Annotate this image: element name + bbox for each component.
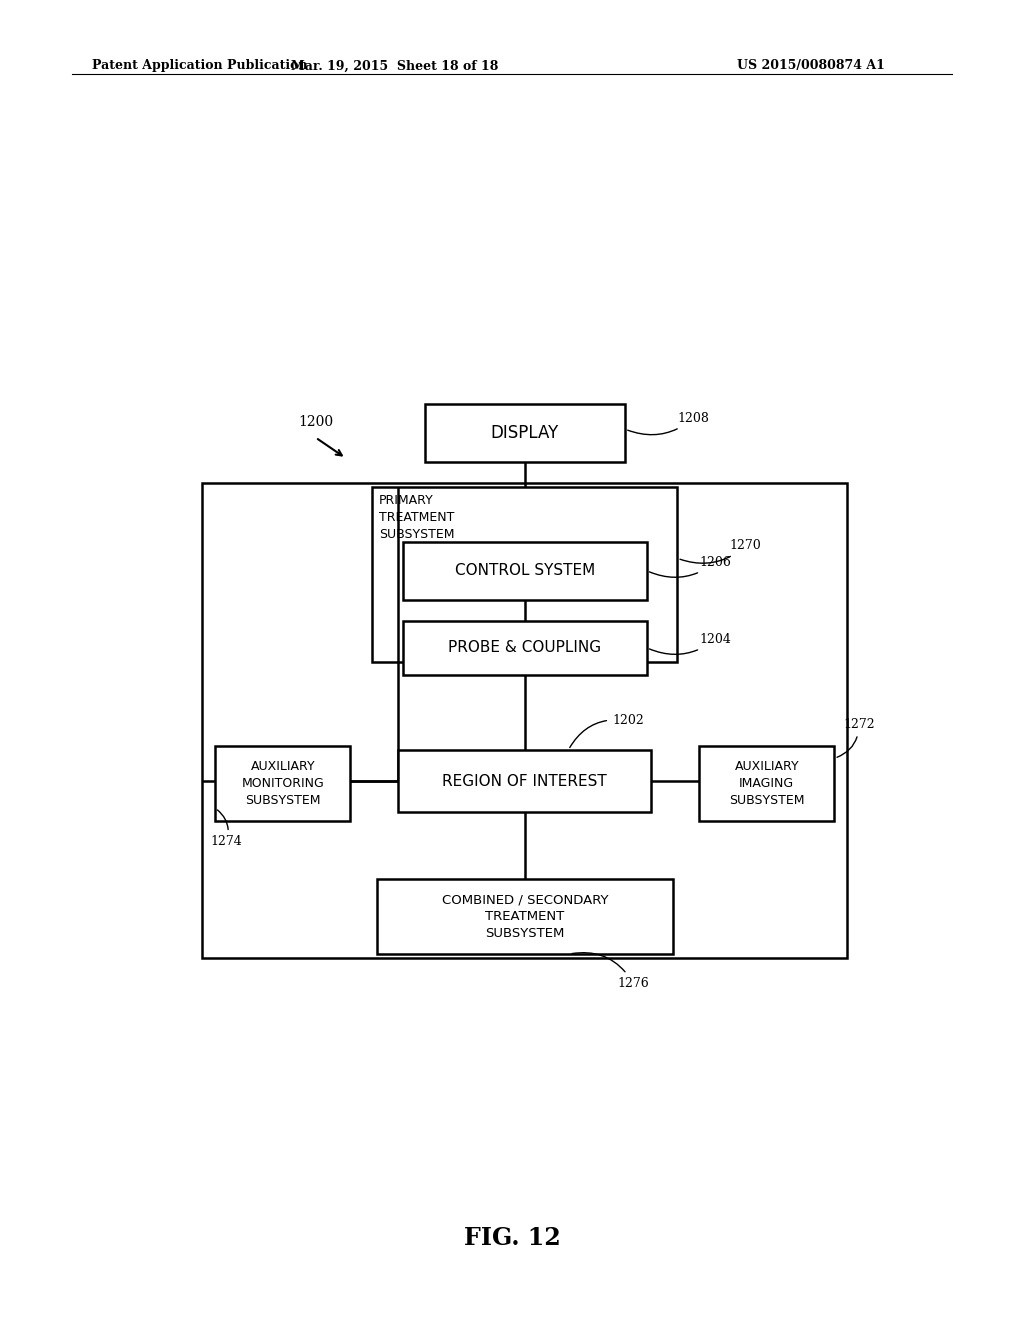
- Text: 1272: 1272: [837, 718, 874, 758]
- Text: FIG. 12: FIG. 12: [464, 1226, 560, 1250]
- Text: 1270: 1270: [680, 540, 762, 564]
- Bar: [372, 487, 678, 663]
- Text: 1200: 1200: [298, 416, 333, 429]
- Text: AUXILIARY
IMAGING
SUBSYSTEM: AUXILIARY IMAGING SUBSYSTEM: [729, 760, 805, 807]
- Text: 1274: 1274: [211, 810, 243, 847]
- Text: CONTROL SYSTEM: CONTROL SYSTEM: [455, 564, 595, 578]
- Bar: [377, 879, 673, 954]
- Bar: [202, 483, 848, 958]
- Text: Mar. 19, 2015  Sheet 18 of 18: Mar. 19, 2015 Sheet 18 of 18: [291, 59, 498, 73]
- Text: 1276: 1276: [572, 953, 649, 990]
- Bar: [425, 404, 625, 462]
- Text: 1206: 1206: [649, 556, 731, 577]
- Text: PRIMARY
TREATMENT
SUBSYSTEM: PRIMARY TREATMENT SUBSYSTEM: [379, 494, 455, 541]
- Text: REGION OF INTEREST: REGION OF INTEREST: [442, 774, 607, 788]
- Text: COMBINED / SECONDARY
TREATMENT
SUBSYSTEM: COMBINED / SECONDARY TREATMENT SUBSYSTEM: [441, 894, 608, 940]
- Text: US 2015/0080874 A1: US 2015/0080874 A1: [737, 59, 885, 73]
- Bar: [398, 750, 651, 812]
- Bar: [699, 746, 835, 821]
- Bar: [402, 541, 647, 601]
- Text: Patent Application Publication: Patent Application Publication: [92, 59, 307, 73]
- Text: 1204: 1204: [649, 634, 731, 655]
- Text: 1208: 1208: [628, 412, 710, 434]
- Text: AUXILIARY
MONITORING
SUBSYSTEM: AUXILIARY MONITORING SUBSYSTEM: [242, 760, 325, 807]
- Bar: [402, 620, 647, 675]
- Text: DISPLAY: DISPLAY: [490, 424, 559, 442]
- Bar: [215, 746, 350, 821]
- Text: 1202: 1202: [569, 714, 644, 747]
- Text: PROBE & COUPLING: PROBE & COUPLING: [449, 640, 601, 655]
